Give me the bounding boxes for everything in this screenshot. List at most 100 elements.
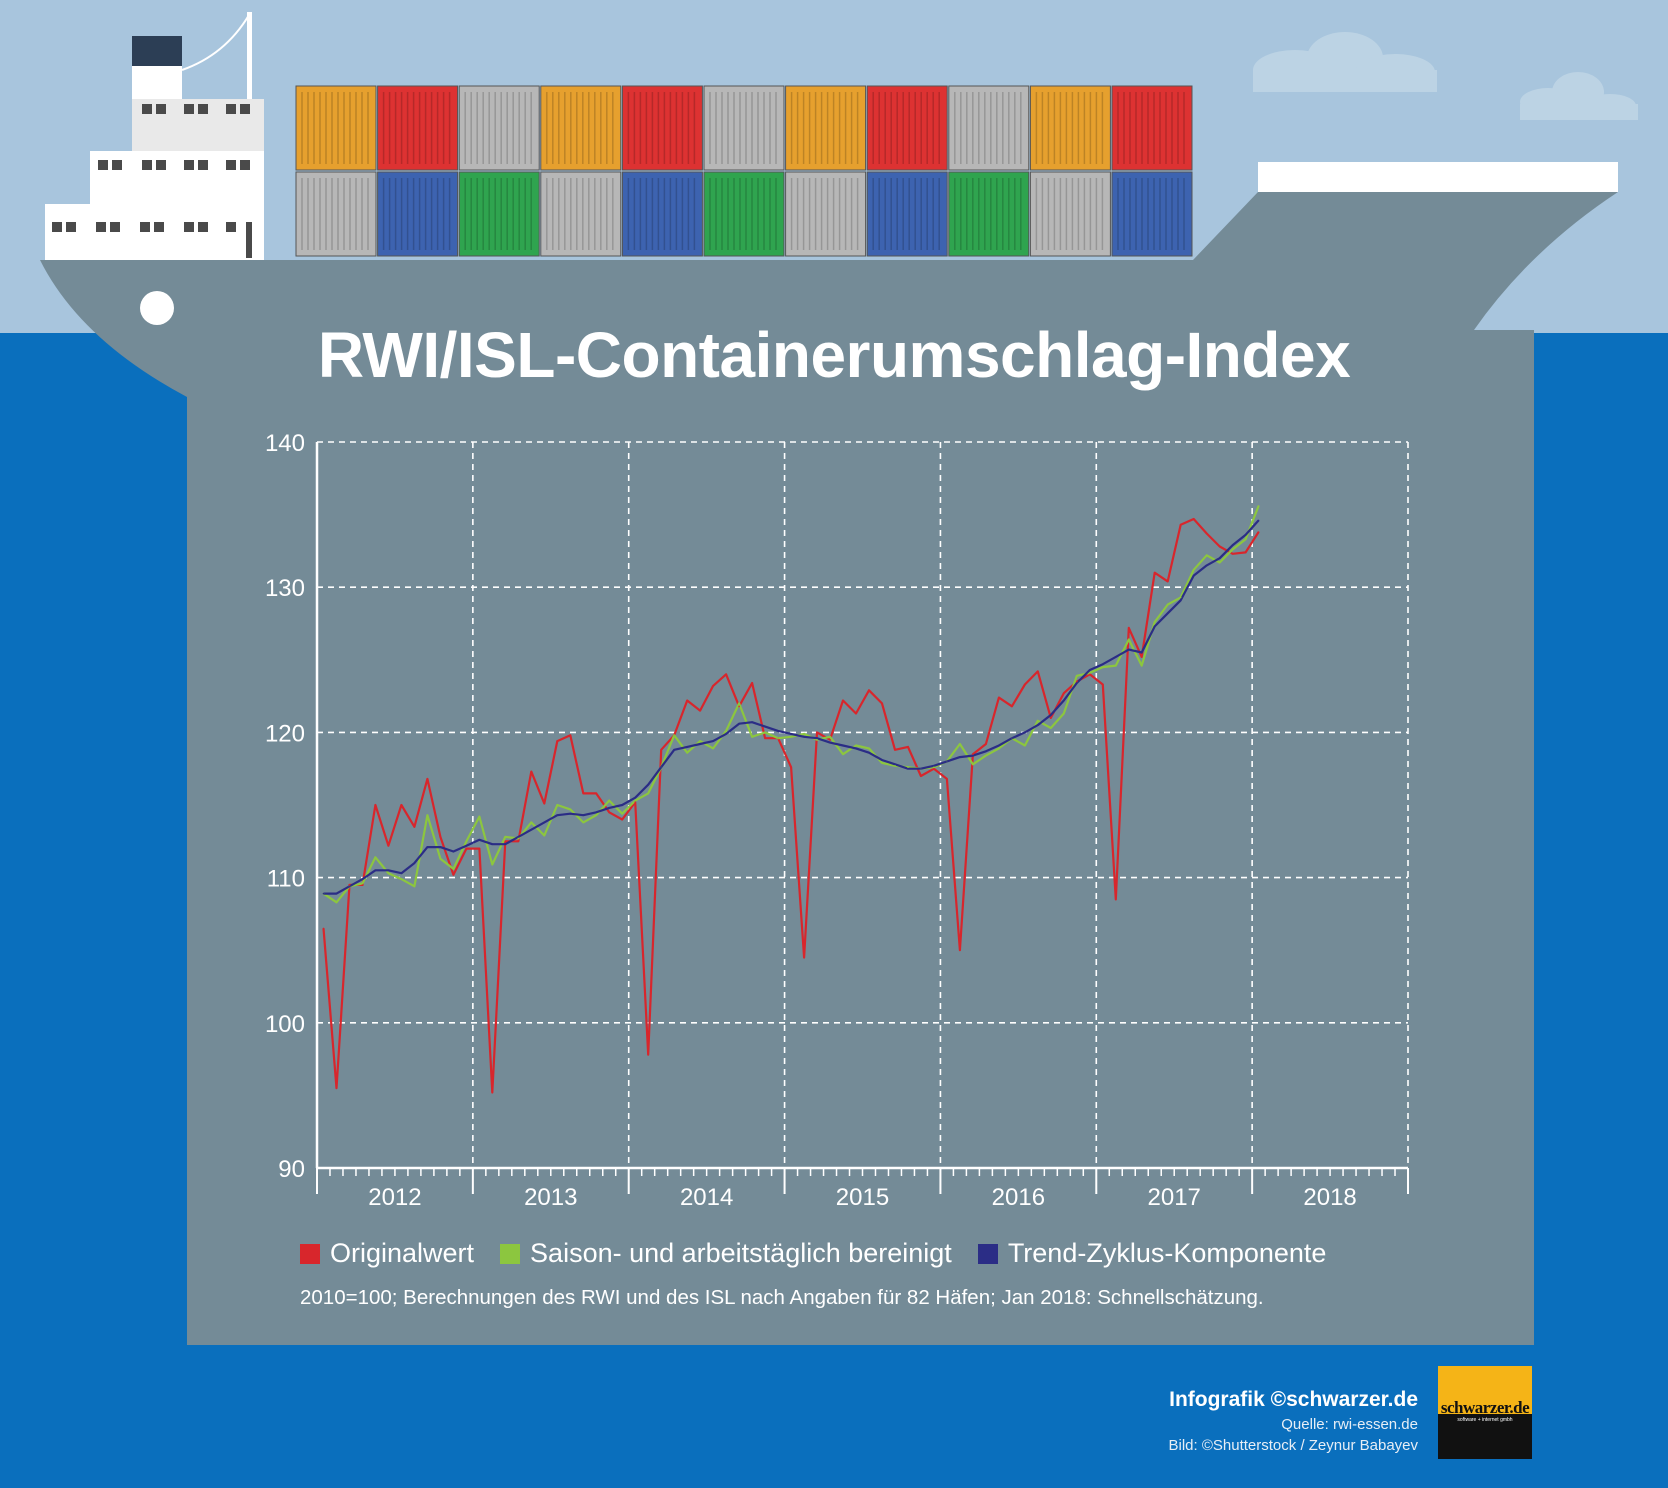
data-point-original [387, 844, 390, 847]
y-tick-label: 110 [267, 866, 305, 893]
data-point-trend [452, 850, 455, 853]
data-point-original [725, 673, 727, 676]
container-box [621, 171, 703, 257]
data-point-seasonal [335, 901, 338, 904]
container-box [458, 171, 540, 257]
container-box [458, 85, 540, 171]
data-point-seasonal [1024, 744, 1026, 747]
data-point-original [816, 731, 818, 734]
container-box [1029, 171, 1111, 257]
data-point-original [1179, 524, 1182, 526]
data-point-trend [1037, 724, 1039, 726]
legend-label-seasonal: Saison- und arbeitstäglich bereinigt [530, 1238, 952, 1268]
data-point-trend [946, 760, 948, 763]
legend-label-trend: Trend-Zyklus-Komponente [1007, 1238, 1327, 1268]
data-point-original [1218, 545, 1221, 548]
data-point-seasonal [933, 766, 935, 768]
data-point-trend [933, 765, 935, 767]
data-point-seasonal [1037, 720, 1039, 722]
data-point-seasonal [751, 736, 753, 738]
porthole [140, 291, 174, 325]
data-point-seasonal [1244, 538, 1247, 541]
data-point-seasonal [1115, 664, 1117, 667]
data-point-seasonal [764, 731, 766, 734]
data-point-original [504, 840, 507, 843]
data-point-original [569, 734, 572, 737]
data-point-seasonal [790, 736, 792, 738]
x-tick-label: 2013 [524, 1184, 577, 1211]
data-point-seasonal [1089, 672, 1091, 674]
legend-swatch-trend [977, 1243, 998, 1264]
data-point-original [985, 743, 987, 745]
data-point-seasonal [621, 812, 623, 815]
data-point-original [1011, 705, 1013, 708]
data-point-seasonal [452, 868, 455, 870]
data-point-original [348, 884, 351, 886]
data-point-original [556, 740, 559, 742]
legend-swatch-seasonal [500, 1243, 521, 1264]
data-point-trend [387, 869, 390, 872]
container-box [295, 85, 377, 171]
chart-legend: Originalwert Saison- und arbeitstäglich … [300, 1238, 1420, 1269]
chart-title: RWI/ISL-Containerumschlag-Index [317, 319, 1351, 391]
data-point-original [452, 873, 455, 876]
data-point-trend [1140, 651, 1143, 654]
data-point-seasonal [1166, 603, 1169, 606]
data-point-trend [1257, 519, 1260, 522]
data-point-original [959, 949, 961, 951]
data-point-original [1063, 692, 1065, 694]
data-point-trend [894, 763, 896, 766]
data-point-trend [504, 843, 507, 845]
data-point-original [1128, 627, 1130, 629]
data-point-seasonal [361, 882, 364, 885]
credit-image: Bild: ©Shutterstock / Zeynur Babayev [1168, 1437, 1419, 1454]
legend-swatch-original [300, 1243, 320, 1264]
data-point-seasonal [1102, 666, 1104, 668]
data-point-seasonal [777, 737, 779, 739]
data-point-trend [777, 730, 779, 732]
data-point-trend [686, 746, 688, 748]
data-point-seasonal [1231, 548, 1234, 551]
data-point-original [1244, 551, 1247, 554]
x-tick-label: 2014 [680, 1184, 733, 1211]
data-point-trend [582, 814, 585, 816]
data-point-original [855, 712, 857, 715]
legend-item-seasonal: Saison- und arbeitstäglich bereinigt [500, 1238, 952, 1269]
data-point-seasonal [1063, 712, 1065, 715]
data-point-trend [907, 767, 909, 770]
data-point-seasonal [712, 747, 714, 750]
data-point-seasonal [907, 766, 909, 768]
data-point-seasonal [686, 751, 688, 754]
data-point-original [868, 689, 870, 692]
cloud-icon [1520, 72, 1638, 120]
data-point-trend [699, 743, 701, 745]
data-point-seasonal [569, 808, 572, 811]
data-point-seasonal [413, 885, 416, 888]
data-point-trend [465, 844, 468, 847]
container-box [785, 171, 867, 257]
data-point-seasonal [1050, 727, 1052, 729]
data-point-original [478, 847, 481, 850]
data-point-trend [595, 811, 597, 814]
container-box [948, 85, 1030, 171]
brand-logo: schwarzer.de software + internet gmbh [1438, 1366, 1532, 1459]
data-point-trend [647, 783, 649, 786]
container-box [866, 85, 948, 171]
data-point-original [764, 737, 766, 739]
container-box [540, 85, 622, 171]
data-point-seasonal [881, 762, 883, 764]
data-point-original [517, 840, 520, 843]
ship-bridge [45, 36, 264, 260]
data-point-original [933, 767, 935, 770]
data-point-trend [790, 733, 792, 735]
data-point-original [1257, 531, 1260, 533]
data-point-trend [426, 846, 429, 848]
data-point-original [530, 770, 533, 773]
data-point-trend [985, 750, 987, 753]
data-point-original [322, 927, 325, 930]
data-point-original [1192, 518, 1195, 520]
data-point-original [946, 778, 948, 780]
data-point-trend [660, 766, 662, 768]
data-point-trend [1076, 682, 1078, 684]
data-point-trend [816, 737, 818, 739]
